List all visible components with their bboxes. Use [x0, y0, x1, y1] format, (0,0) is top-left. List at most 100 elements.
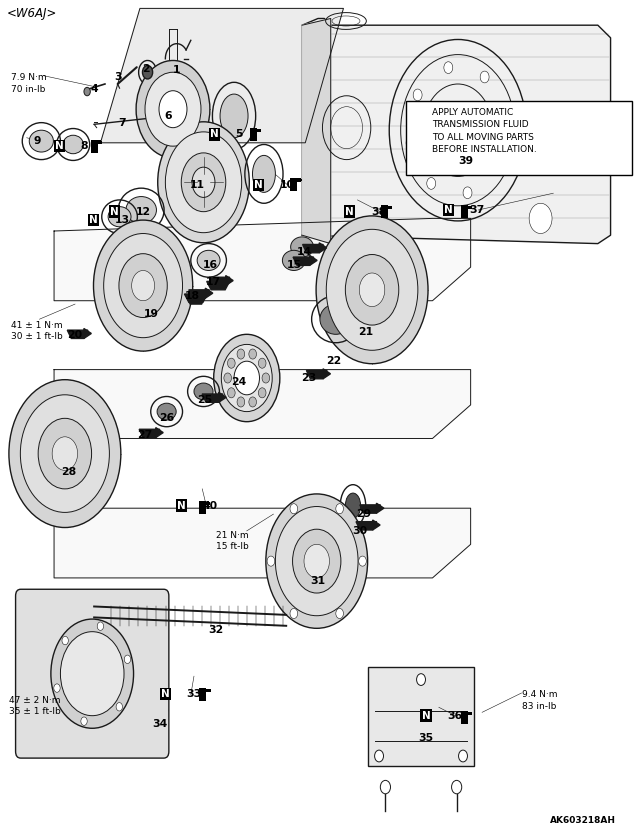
- Text: N: N: [345, 207, 354, 217]
- Text: 25: 25: [197, 395, 212, 405]
- Polygon shape: [100, 8, 343, 143]
- Polygon shape: [54, 370, 471, 438]
- Circle shape: [181, 153, 226, 212]
- Ellipse shape: [197, 250, 220, 270]
- Circle shape: [406, 137, 415, 149]
- Circle shape: [136, 60, 210, 158]
- Circle shape: [293, 529, 341, 593]
- Circle shape: [290, 504, 298, 514]
- Polygon shape: [226, 276, 233, 286]
- Text: 40: 40: [202, 501, 218, 511]
- Text: 41 ± 1 N·m
30 ± 1 ft‑lb: 41 ± 1 N·m 30 ± 1 ft‑lb: [11, 321, 63, 341]
- Circle shape: [20, 395, 109, 512]
- Text: 33: 33: [186, 689, 202, 699]
- Bar: [368, 667, 474, 766]
- Circle shape: [417, 674, 425, 685]
- Circle shape: [165, 132, 242, 233]
- Circle shape: [452, 780, 462, 794]
- Text: 7: 7: [118, 118, 126, 129]
- Polygon shape: [293, 257, 314, 265]
- Text: 22: 22: [326, 356, 342, 366]
- Circle shape: [145, 72, 201, 146]
- Ellipse shape: [194, 383, 213, 400]
- Text: 29: 29: [356, 509, 371, 519]
- Circle shape: [84, 87, 90, 96]
- Circle shape: [494, 160, 502, 171]
- Text: 14: 14: [296, 247, 312, 257]
- Circle shape: [304, 544, 329, 578]
- Circle shape: [249, 349, 256, 359]
- Text: 38: 38: [371, 207, 386, 217]
- Circle shape: [224, 373, 232, 383]
- Circle shape: [214, 334, 280, 422]
- Circle shape: [192, 167, 215, 197]
- Bar: [260, 129, 261, 132]
- Polygon shape: [139, 429, 160, 438]
- Polygon shape: [54, 218, 471, 301]
- Circle shape: [52, 437, 78, 470]
- Text: N: N: [55, 141, 64, 151]
- Circle shape: [38, 418, 92, 489]
- Polygon shape: [303, 244, 323, 253]
- Text: 30: 30: [352, 526, 367, 536]
- Polygon shape: [207, 281, 230, 290]
- Bar: [468, 711, 471, 715]
- Polygon shape: [302, 18, 331, 244]
- Bar: [298, 178, 301, 181]
- Circle shape: [9, 380, 121, 528]
- Text: 9: 9: [33, 136, 41, 146]
- FancyBboxPatch shape: [15, 590, 169, 758]
- Bar: [468, 206, 471, 209]
- Bar: [90, 139, 98, 153]
- Polygon shape: [84, 328, 92, 339]
- Circle shape: [463, 186, 472, 198]
- Text: 2: 2: [142, 64, 150, 74]
- Text: 7.9 N·m
70 in‑lb: 7.9 N·m 70 in‑lb: [11, 73, 47, 93]
- Bar: [471, 712, 473, 715]
- Text: 9.4 N·m
83 in‑lb: 9.4 N·m 83 in‑lb: [522, 690, 557, 711]
- Polygon shape: [184, 294, 207, 302]
- Circle shape: [459, 750, 467, 762]
- Ellipse shape: [345, 493, 361, 518]
- Text: <W6AJ>: <W6AJ>: [6, 7, 57, 19]
- Text: 3: 3: [114, 72, 121, 82]
- Polygon shape: [323, 369, 331, 379]
- Ellipse shape: [63, 135, 83, 154]
- Polygon shape: [156, 428, 163, 438]
- Circle shape: [359, 556, 366, 566]
- Bar: [391, 207, 392, 209]
- Circle shape: [221, 344, 272, 412]
- Text: N: N: [422, 711, 431, 721]
- Polygon shape: [67, 330, 88, 339]
- Text: 18: 18: [184, 291, 200, 301]
- Circle shape: [266, 494, 368, 628]
- Text: 10: 10: [280, 180, 295, 190]
- Circle shape: [275, 507, 358, 616]
- Polygon shape: [377, 503, 384, 513]
- Circle shape: [249, 397, 256, 407]
- Circle shape: [326, 229, 418, 350]
- Circle shape: [258, 358, 266, 368]
- Circle shape: [316, 216, 428, 364]
- Text: APPLY AUTOMATIC
TRANSMISSION FLUID
TO ALL MOVING PARTS
BEFORE INSTALLATION.: APPLY AUTOMATIC TRANSMISSION FLUID TO AL…: [432, 108, 537, 154]
- Circle shape: [501, 112, 509, 123]
- Circle shape: [258, 388, 266, 398]
- Circle shape: [81, 717, 87, 726]
- Text: 1: 1: [173, 65, 181, 75]
- Text: 28: 28: [61, 467, 76, 477]
- Circle shape: [124, 655, 130, 664]
- Bar: [471, 207, 473, 209]
- Bar: [206, 501, 209, 505]
- Circle shape: [97, 622, 104, 630]
- Circle shape: [158, 122, 249, 243]
- Bar: [416, 114, 424, 129]
- Text: AK603218AH: AK603218AH: [550, 816, 616, 825]
- Bar: [424, 136, 427, 140]
- Polygon shape: [219, 392, 226, 402]
- Text: 21 N·m
15 ft‑lb: 21 N·m 15 ft‑lb: [216, 531, 249, 551]
- Bar: [98, 140, 100, 144]
- Text: N: N: [254, 180, 263, 190]
- Polygon shape: [310, 255, 317, 265]
- Circle shape: [104, 234, 183, 338]
- Circle shape: [228, 358, 235, 368]
